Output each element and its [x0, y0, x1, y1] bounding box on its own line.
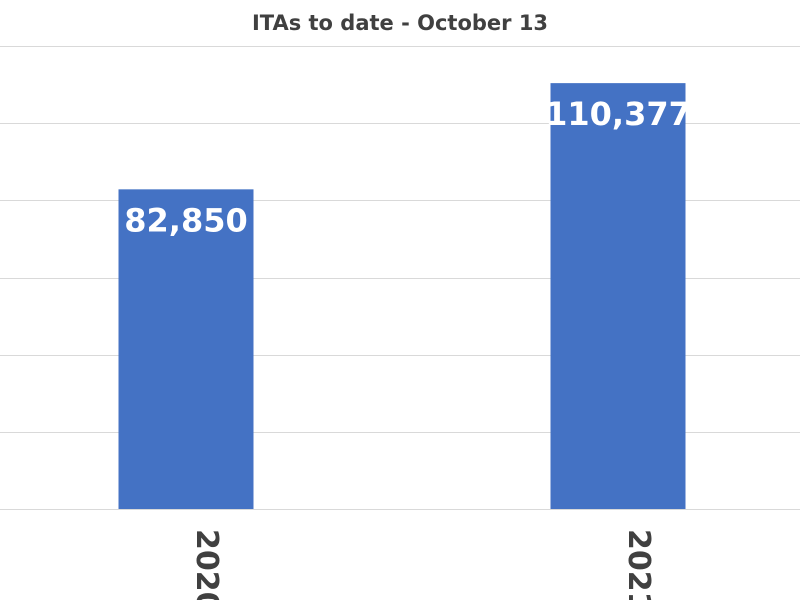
bar-2020 [118, 189, 254, 509]
x-axis-tick-labels: 2020 2021 [189, 529, 656, 600]
data-labels: 82,850 110,377 [124, 95, 691, 239]
x-tick-label-2020: 2020 [189, 529, 224, 600]
data-label-2021: 110,377 [545, 95, 691, 133]
data-label-2020: 82,850 [124, 201, 247, 239]
chart-title: ITAs to date - October 13 [252, 11, 548, 35]
bars [118, 83, 686, 510]
x-tick-label-2021: 2021 [621, 529, 656, 600]
bar-2021 [550, 83, 686, 510]
